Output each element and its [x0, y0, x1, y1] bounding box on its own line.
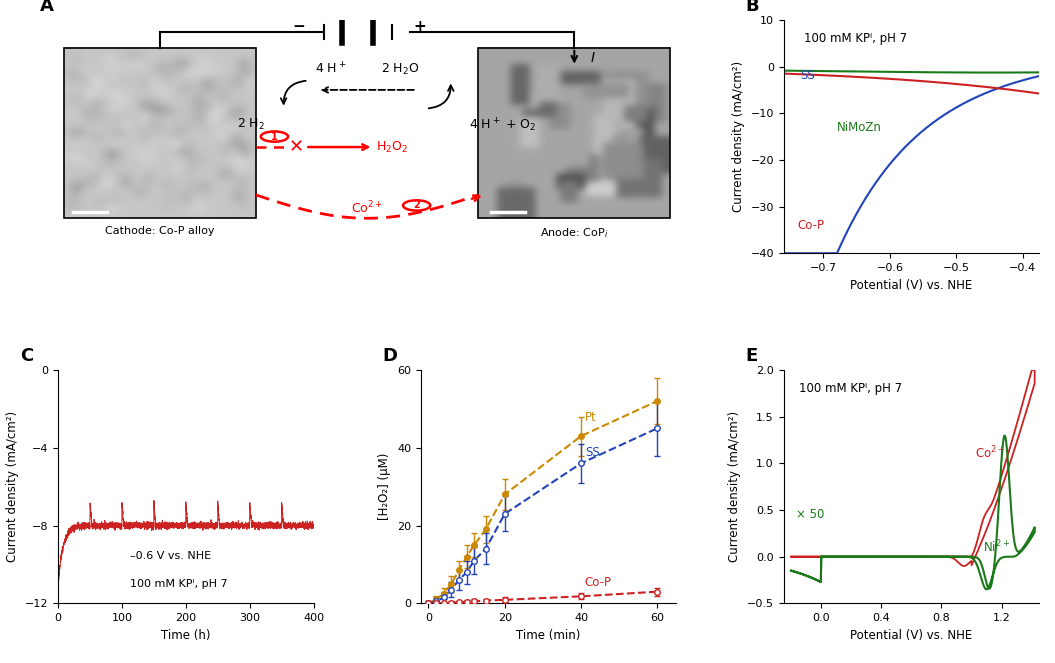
Text: Co-P: Co-P [584, 576, 612, 589]
Text: D: D [383, 347, 398, 365]
Y-axis label: Current density (mA/cm²): Current density (mA/cm²) [728, 411, 742, 562]
Text: $I$: $I$ [590, 52, 595, 66]
X-axis label: Time (h): Time (h) [161, 629, 211, 642]
Text: Co-P: Co-P [797, 219, 824, 232]
Text: B: B [745, 0, 759, 15]
Text: E: E [745, 347, 757, 365]
Bar [479, 48, 670, 218]
X-axis label: Time (min): Time (min) [516, 629, 581, 642]
Y-axis label: [H₂O₂] (μM): [H₂O₂] (μM) [379, 453, 391, 520]
Text: 2 H$_2$O: 2 H$_2$O [381, 62, 420, 77]
Text: Anode: CoP$_i$: Anode: CoP$_i$ [540, 227, 609, 240]
Y-axis label: Current density (mA/cm²): Current density (mA/cm²) [6, 411, 19, 562]
Y-axis label: Current density (mA/cm²): Current density (mA/cm²) [732, 61, 745, 212]
Text: Ni$^{2+}$: Ni$^{2+}$ [983, 538, 1010, 555]
Text: 100 mM KPᴵ, pH 7: 100 mM KPᴵ, pH 7 [130, 579, 227, 589]
Text: Pt: Pt [584, 410, 596, 424]
Text: NiMoZn: NiMoZn [837, 121, 882, 134]
Text: SS: SS [801, 70, 816, 82]
Bar [64, 48, 256, 218]
Text: × 50: × 50 [797, 508, 825, 521]
Text: Cathode: Co-P alloy: Cathode: Co-P alloy [106, 227, 215, 237]
X-axis label: Potential (V) vs. NHE: Potential (V) vs. NHE [850, 629, 973, 642]
Text: SS: SS [584, 446, 599, 459]
Text: A: A [39, 0, 54, 15]
Text: H$_2$O$_2$: H$_2$O$_2$ [377, 139, 408, 154]
Text: 1: 1 [271, 131, 277, 142]
Text: Co$^{2+}$: Co$^{2+}$ [351, 200, 383, 217]
X-axis label: Potential (V) vs. NHE: Potential (V) vs. NHE [850, 278, 973, 292]
Text: 2: 2 [414, 200, 420, 210]
Text: 4 H$^+$ + O$_2$: 4 H$^+$ + O$_2$ [469, 117, 537, 134]
Text: 2 H$_2$: 2 H$_2$ [237, 117, 265, 132]
Text: ✕: ✕ [288, 138, 304, 156]
Text: Co$^{2+}$: Co$^{2+}$ [975, 445, 1005, 461]
Text: C: C [20, 347, 33, 365]
Text: 100 mM KPᴵ, pH 7: 100 mM KPᴵ, pH 7 [799, 382, 902, 394]
Text: –0.6 V vs. NHE: –0.6 V vs. NHE [130, 552, 211, 562]
Text: 4 H$^+$: 4 H$^+$ [314, 62, 346, 77]
Text: −: − [293, 19, 306, 34]
Text: 100 mM KPᴵ, pH 7: 100 mM KPᴵ, pH 7 [804, 32, 907, 44]
Text: +: + [414, 19, 426, 34]
